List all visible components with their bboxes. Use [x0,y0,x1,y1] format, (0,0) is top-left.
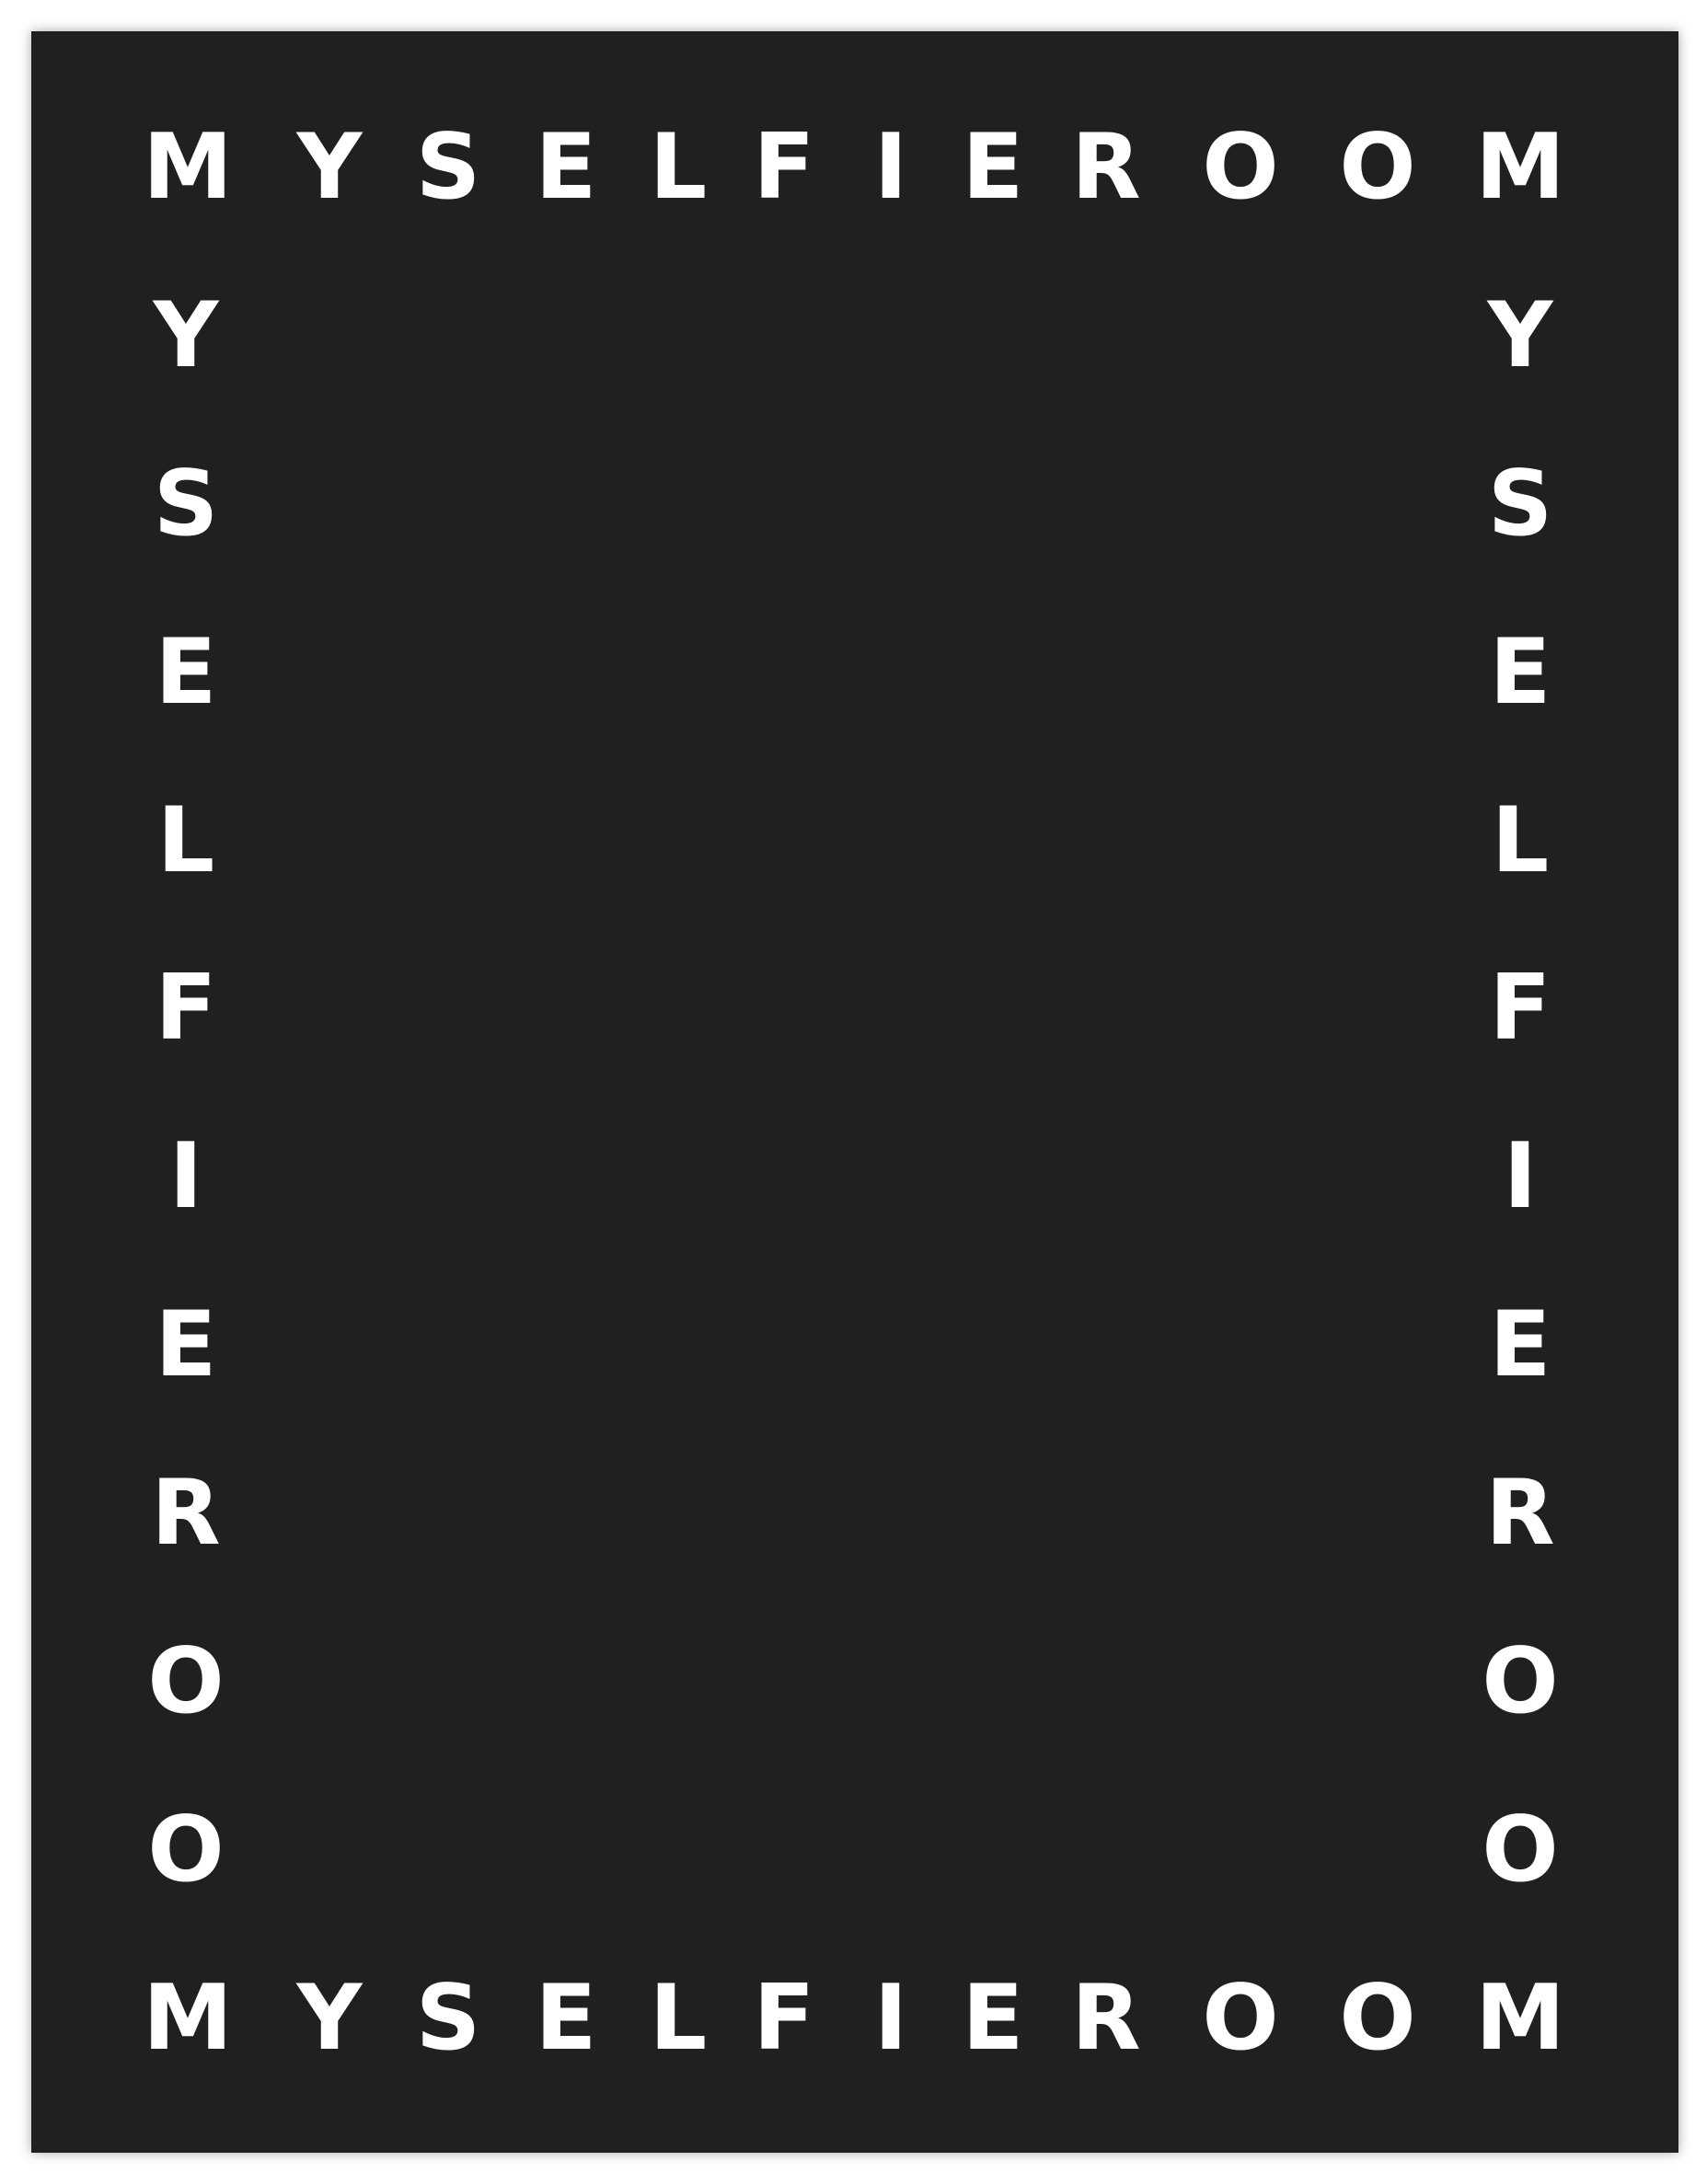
right-column-letter: E [1489,1293,1551,1397]
left-column-letter: E [155,620,217,725]
bottom-row-letter: O [1339,1966,1416,2071]
right-column-letter: L [1491,788,1550,893]
top-row-letter: O [1202,115,1279,220]
right-column-letter: F [1489,956,1551,1061]
top-row-letter: Y [296,115,363,220]
bottom-row-letter: F [753,1966,815,2071]
bottom-row-letter: I [873,1966,908,2071]
left-column-letter: O [147,1629,225,1734]
top-row-letter: S [415,115,481,220]
top-row-letter: O [1339,115,1416,220]
right-column-letter: E [1489,620,1551,725]
right-column-letter: S [1487,452,1553,557]
top-row-letter: E [535,115,597,220]
right-column-letter: I [1503,1124,1538,1229]
left-column-letter: Y [153,283,219,388]
right-column-letter: O [1482,1629,1559,1734]
bottom-row-letter: M [1475,1966,1565,2071]
bottom-row-letter: Y [296,1966,363,2071]
left-column-letter: O [147,1798,225,1902]
right-column-letter: O [1482,1798,1559,1902]
left-column-letter: F [155,956,217,1061]
left-column-letter: E [155,1293,217,1397]
bottom-row-letter: M [143,1966,233,2071]
bottom-row-letter: E [962,1966,1024,2071]
top-row-letter: R [1071,115,1141,220]
left-column-letter: L [156,788,215,893]
top-row-letter: I [873,115,908,220]
left-column-letter: I [168,1124,203,1229]
right-column-letter: Y [1487,283,1553,388]
top-row-letter: F [753,115,815,220]
bottom-row-letter: R [1071,1966,1141,2071]
bottom-row-letter: E [535,1966,597,2071]
bottom-row-letter: S [415,1966,481,2071]
right-column-letter: R [1485,1461,1555,1566]
top-row-letter: M [143,115,233,220]
bottom-row-letter: L [649,1966,708,2071]
left-column-letter: R [151,1461,221,1566]
top-row-letter: L [649,115,708,220]
top-row-letter: E [962,115,1024,220]
left-column-letter: S [153,452,219,557]
bottom-row-letter: O [1202,1966,1279,2071]
top-row-letter: M [1475,115,1565,220]
